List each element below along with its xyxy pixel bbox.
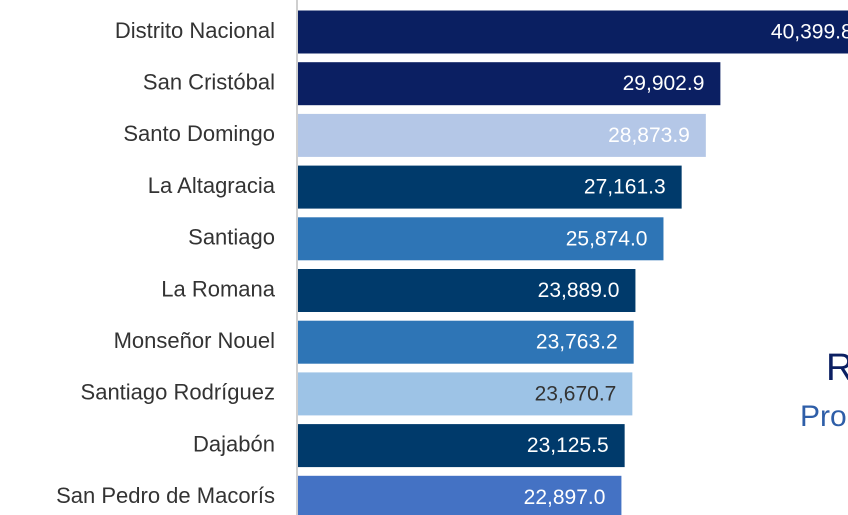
value-label: 23,889.0 [538, 279, 620, 302]
value-label: 27,161.3 [584, 176, 666, 199]
value-label: 23,670.7 [535, 382, 617, 405]
bar [298, 475, 622, 515]
bar [298, 10, 848, 54]
bar [298, 269, 636, 312]
category-label: Santiago [188, 225, 275, 250]
value-label: 28,873.9 [608, 124, 690, 147]
category-label: La Romana [161, 276, 276, 301]
value-label: 40,399.8 [771, 21, 848, 44]
bar [298, 165, 682, 209]
value-label: 23,125.5 [527, 434, 609, 457]
category-label: Santo Domingo [123, 121, 275, 146]
bar [298, 320, 634, 364]
value-label: 23,763.2 [536, 331, 618, 354]
value-label: 22,897.0 [524, 486, 606, 509]
category-label: Distrito Nacional [115, 18, 275, 43]
category-label: Santiago Rodríguez [81, 380, 275, 405]
bar [298, 113, 706, 157]
bar [298, 217, 664, 261]
bar [298, 424, 625, 468]
annotation: R [826, 347, 848, 389]
bar [298, 62, 721, 106]
annotation: Pro [800, 400, 847, 433]
value-label: 25,874.0 [566, 227, 648, 250]
category-label: San Pedro de Macorís [56, 483, 275, 508]
value-label: 29,902.9 [623, 72, 705, 95]
category-label: La Altagracia [148, 173, 276, 198]
category-label: San Cristóbal [143, 70, 275, 95]
category-label: Monseñor Nouel [114, 328, 275, 353]
bar [298, 372, 633, 416]
category-label: Dajabón [193, 431, 275, 456]
